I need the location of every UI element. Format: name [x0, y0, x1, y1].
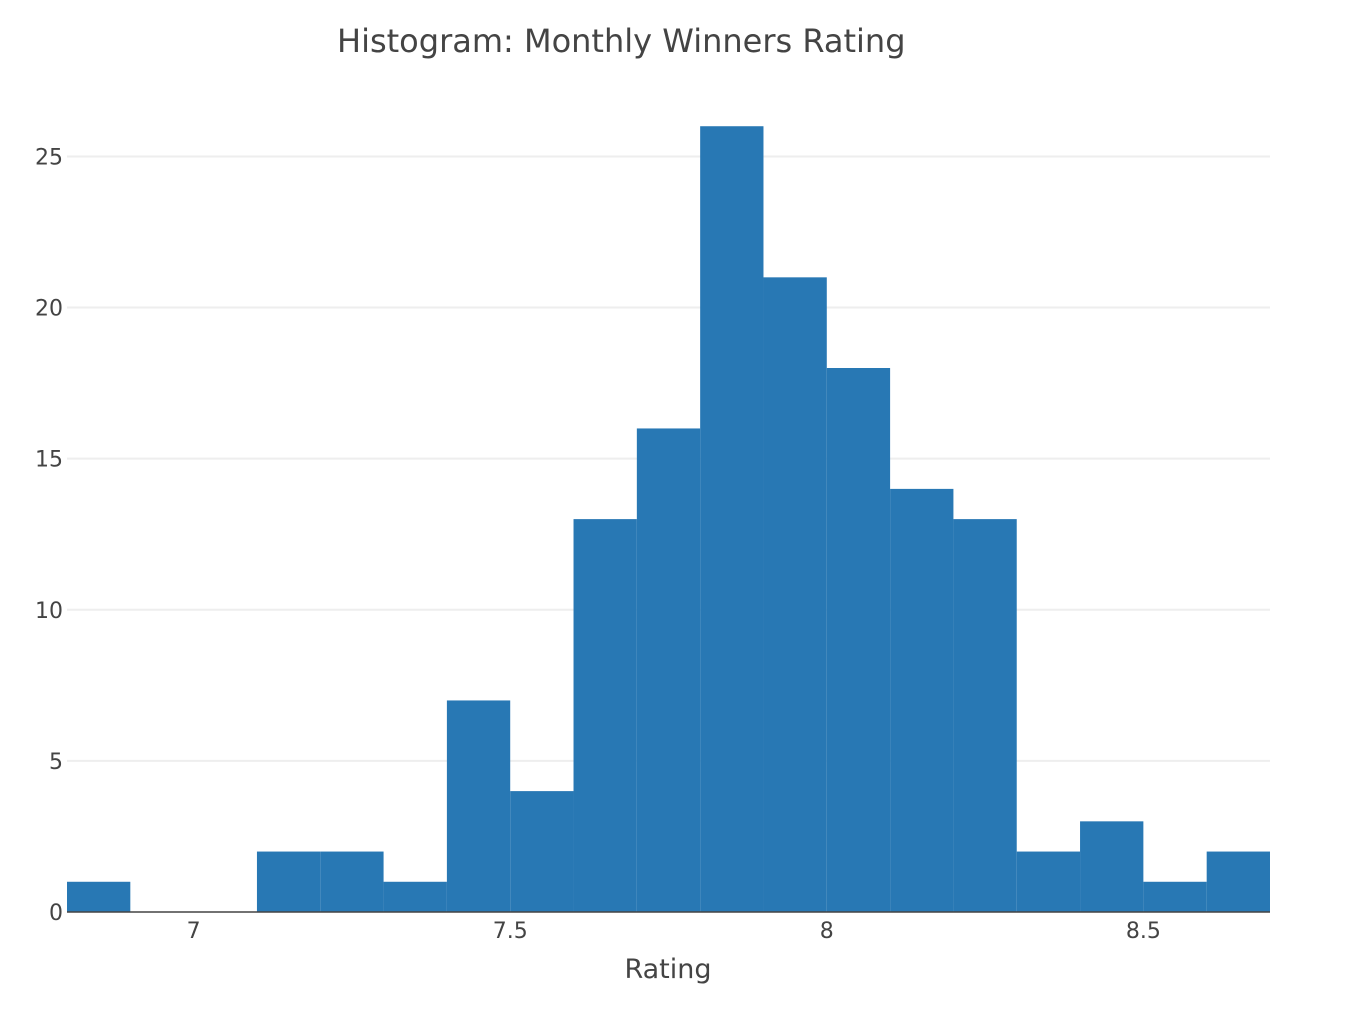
histogram-bar — [446, 700, 511, 912]
histogram-bar — [67, 881, 131, 912]
y-tick-label: 20 — [35, 297, 63, 322]
histogram-bar — [256, 851, 321, 912]
histogram-bar — [320, 851, 384, 912]
y-tick-label: 25 — [35, 145, 63, 170]
x-tick-label: 8.5 — [1126, 919, 1161, 944]
histogram-bar — [1080, 821, 1144, 912]
histogram-bar — [700, 126, 764, 912]
histogram-bar — [1016, 851, 1081, 912]
y-tick-label: 5 — [49, 750, 63, 775]
chart-title: Histogram: Monthly Winners Rating — [337, 22, 906, 60]
x-tick-label: 7 — [187, 919, 201, 944]
x-tick-label: 7.5 — [493, 919, 528, 944]
histogram-bar — [1143, 881, 1207, 912]
histogram-bar — [1206, 851, 1270, 912]
histogram-bar — [763, 277, 827, 912]
histogram-bar — [826, 368, 891, 912]
histogram-bar — [953, 519, 1017, 912]
histogram-bar — [573, 519, 637, 912]
histogram-bar — [510, 791, 574, 912]
y-tick-label: 0 — [49, 901, 63, 926]
histogram-bar — [383, 881, 447, 912]
x-tick-label: 8 — [820, 919, 834, 944]
y-tick-label: 10 — [35, 599, 63, 624]
y-tick-label: 15 — [35, 448, 63, 473]
histogram-bar — [890, 488, 954, 912]
histogram-bar — [636, 428, 701, 912]
x-axis-label: Rating — [624, 954, 712, 985]
